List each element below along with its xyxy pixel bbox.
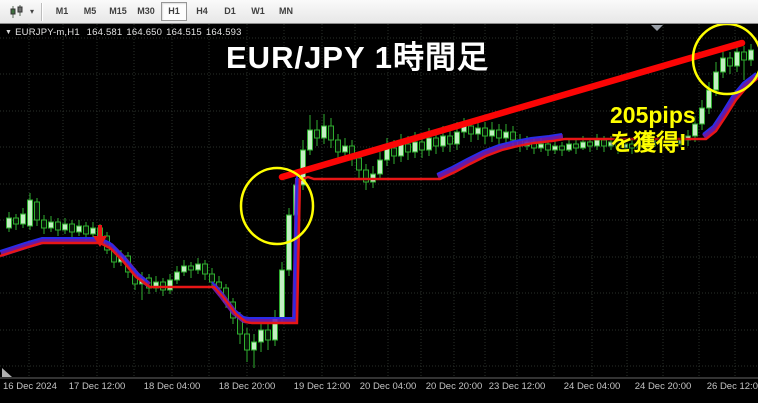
- x-axis-label: 23 Dec 12:00: [488, 381, 546, 392]
- timeframe-button-h4[interactable]: H4: [196, 6, 208, 16]
- stop-line-blue: [702, 72, 757, 135]
- stop-band-purple: [0, 238, 151, 288]
- chart-title-annotation: EUR/JPY 1時間足: [226, 40, 489, 75]
- timeframe-button-h1[interactable]: H1: [161, 2, 188, 21]
- price-chart[interactable]: [0, 24, 758, 403]
- timeframe-button-mn[interactable]: MN: [279, 6, 294, 16]
- chart-top-marker-icon: [651, 25, 663, 31]
- profit-line1: 205pips: [610, 102, 696, 128]
- stop-line-blue: [436, 133, 563, 175]
- high-value: 164.650: [126, 27, 163, 38]
- sell-arrow-head-icon: [93, 236, 107, 247]
- symbol-ohlc-header: ▼ EURJPY-m,H1 164.581 164.650 164.515 164.59…: [5, 27, 246, 38]
- timeframe-button-m5[interactable]: M5: [83, 6, 97, 16]
- x-axis-label: 20 Dec 20:00: [425, 381, 483, 392]
- x-axis-label: 20 Dec 04:00: [359, 381, 417, 392]
- timeframe-button-m30[interactable]: M30: [137, 6, 155, 16]
- x-axis-label: 24 Dec 20:00: [634, 381, 692, 392]
- timeframe-button-group: M1 M5 M15 M30 H1 H4 D1 W1 MN: [48, 2, 300, 21]
- stop-band-purple: [702, 73, 758, 140]
- x-axis-label: 26 Dec 12:00: [706, 381, 758, 392]
- profit-line2: を獲得!: [610, 129, 687, 155]
- close-value: 164.593: [205, 27, 242, 38]
- indicators-icon[interactable]: [4, 2, 30, 22]
- stop-band-purple: [436, 134, 564, 180]
- scroll-corner-icon: [2, 368, 12, 377]
- toolbar: ▾ M1 M5 M15 M30 H1 H4 D1 W1 MN: [0, 0, 758, 24]
- open-value: 164.581: [86, 27, 123, 38]
- collapse-icon[interactable]: ▼: [5, 29, 13, 36]
- timeframe-button-m1[interactable]: M1: [55, 6, 69, 16]
- x-axis-label: 17 Dec 12:00: [68, 381, 126, 392]
- stop-line-red: [0, 77, 758, 325]
- x-axis-label: 24 Dec 04:00: [563, 381, 621, 392]
- stop-line-blue: [0, 237, 149, 283]
- x-axis-label: 18 Dec 20:00: [218, 381, 276, 392]
- profit-annotation: 205pips を獲得!: [610, 102, 696, 156]
- candles-layer: [6, 42, 754, 368]
- x-axis-label: 19 Dec 12:00: [293, 381, 351, 392]
- highlight-circle: [239, 166, 315, 246]
- timeframe-button-d1[interactable]: D1: [224, 6, 236, 16]
- highlight-circle: [691, 24, 758, 96]
- timeframe-button-m15[interactable]: M15: [109, 6, 127, 16]
- x-axis-label: 18 Dec 04:00: [143, 381, 201, 392]
- symbol-label: EURJPY-m,H1: [15, 27, 80, 38]
- trend-line: [278, 39, 746, 181]
- timeframe-button-w1[interactable]: W1: [251, 6, 265, 16]
- toolbar-separator: [41, 2, 44, 21]
- x-axis-label: 16 Dec 2024: [3, 381, 57, 392]
- low-value: 164.515: [166, 27, 202, 38]
- chevron-down-icon[interactable]: ▾: [30, 7, 35, 16]
- chart-area[interactable]: ▼ EURJPY-m,H1 164.581 164.650 164.515 164.59…: [0, 24, 758, 403]
